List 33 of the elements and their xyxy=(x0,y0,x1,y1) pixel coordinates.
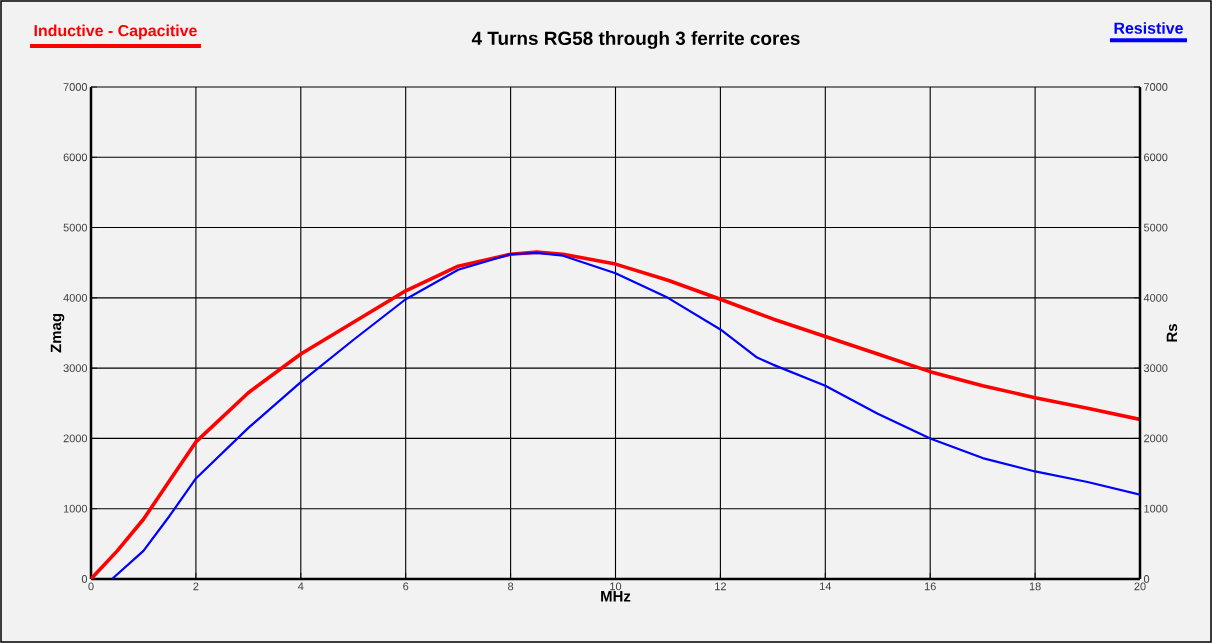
y-tick-label: 0 xyxy=(81,575,88,583)
x-axis-title: MHz xyxy=(601,591,631,602)
text: Resistive xyxy=(1114,22,1183,34)
y-tick-label: 3000 xyxy=(63,364,88,373)
y2-tick-label: 6000 xyxy=(1144,153,1168,162)
y2-tick-label: 4000 xyxy=(1143,293,1168,302)
y2-tick-label: 5000 xyxy=(1143,223,1168,232)
x-tick-label: 16 xyxy=(924,582,936,591)
y-tick-label: 1000 xyxy=(63,504,88,513)
x-tick-label: 0 xyxy=(88,582,94,591)
y-tick-label: 7000 xyxy=(63,83,88,91)
x-tick-label: 8 xyxy=(508,582,514,591)
text: Inductive - Capacitive xyxy=(34,24,197,40)
y2-tick-label: 7000 xyxy=(1144,83,1168,91)
x-tick-label: 14 xyxy=(820,582,832,591)
y2-tick-label: 1000 xyxy=(1144,504,1168,513)
y-tick-label: 4000 xyxy=(63,293,88,302)
y-tick-label: 2000 xyxy=(63,434,88,443)
x-tick-label: 4 xyxy=(298,582,304,591)
y2-axis-title: Rs xyxy=(1166,324,1178,342)
y2-tick-label: 2000 xyxy=(1144,434,1168,443)
x-tick-label: 10 xyxy=(610,582,622,591)
y-tick-label: 5000 xyxy=(63,223,88,232)
chart-title: 4 Turns RG58 through 3 ferrite cores xyxy=(471,31,800,49)
x-tick-label: 20 xyxy=(1134,582,1146,591)
y2-tick-label: 3000 xyxy=(1143,364,1168,373)
x-tick-label: 2 xyxy=(193,582,199,591)
x-tick-label: 6 xyxy=(403,582,409,591)
y-axis-title: Zmag xyxy=(50,314,65,353)
x-tick-label: 18 xyxy=(1029,582,1041,591)
y-tick-label: 6000 xyxy=(63,153,88,162)
x-tick-label: 12 xyxy=(715,582,726,591)
y2-tick-label: 0 xyxy=(1143,575,1150,583)
